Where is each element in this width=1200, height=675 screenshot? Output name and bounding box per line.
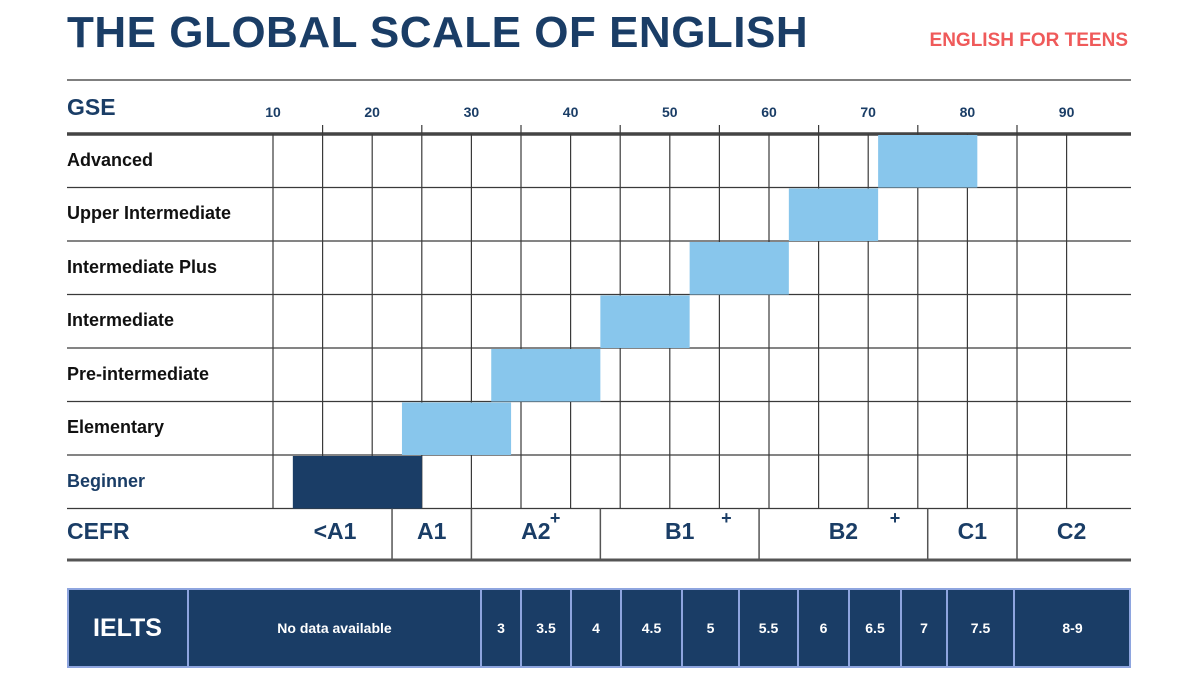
cefr-level: C2 <box>1056 518 1087 544</box>
cefr-level: B2 <box>828 518 859 544</box>
ielts-score-cell: 8-9 <box>1062 620 1083 636</box>
range-bar <box>689 242 789 295</box>
ielts-score-cell: 4 <box>592 620 600 636</box>
x-tick-label: 80 <box>959 104 976 120</box>
row-label: Pre-intermediate <box>67 363 210 384</box>
range-bar <box>401 402 512 455</box>
row-label: Elementary <box>67 417 165 438</box>
range-bar <box>788 188 879 241</box>
ielts-divider <box>900 588 902 668</box>
ielts-score-cell: 5.5 <box>758 620 779 636</box>
ielts-score-cell: 5 <box>706 620 715 636</box>
ielts-score-cell: 4.5 <box>641 620 662 636</box>
ielts-score-cell: 7 <box>920 620 928 636</box>
ielts-score-cell: 7.5 <box>970 620 991 636</box>
x-tick-label: 20 <box>364 104 380 120</box>
ielts-divider <box>520 588 522 668</box>
ielts-divider <box>738 588 740 668</box>
cefr-level: A2 <box>521 518 551 544</box>
ielts-score-cell: 3.5 <box>536 620 556 636</box>
row-label: Advanced <box>67 149 154 170</box>
ielts-bar <box>67 588 1131 668</box>
range-bar <box>491 349 601 402</box>
row-label: Beginner <box>67 470 146 491</box>
page-title: THE GLOBAL SCALE OF ENGLISH <box>67 8 809 57</box>
ielts-score-cell: 6 <box>819 620 828 636</box>
cefr-level: <A1 <box>313 518 357 544</box>
cefr-plus-mark: + <box>549 508 561 528</box>
range-bar <box>878 135 978 188</box>
ielts-divider <box>681 588 683 668</box>
ielts-divider <box>620 588 622 668</box>
ielts-divider <box>570 588 572 668</box>
ielts-divider <box>797 588 799 668</box>
x-tick-label: 10 <box>265 104 281 120</box>
row-label: Intermediate <box>67 310 175 331</box>
range-bar <box>600 295 690 348</box>
x-tick-label: 60 <box>761 104 777 120</box>
ielts-divider <box>480 588 482 668</box>
page-subtitle: ENGLISH FOR TEENS <box>929 30 1128 51</box>
cefr-plus-mark: + <box>889 508 901 528</box>
ielts-score-cell: 3 <box>497 620 505 636</box>
x-tick-label: 40 <box>562 104 579 120</box>
ielts-divider <box>946 588 948 668</box>
cefr-level: B1 <box>665 518 695 544</box>
ielts-divider <box>848 588 850 668</box>
x-tick-label: 30 <box>463 104 480 120</box>
cefr-level: C1 <box>957 518 988 544</box>
ielts-divider <box>187 588 189 668</box>
x-tick-label: 70 <box>860 104 876 120</box>
x-tick-label: 90 <box>1058 104 1075 120</box>
cefr-level: A1 <box>417 518 447 544</box>
x-tick-label: 50 <box>662 104 678 120</box>
gse-axis-label: GSE <box>67 94 116 120</box>
row-label: Upper Intermediate <box>67 203 232 224</box>
cefr-plus-mark: + <box>721 508 732 528</box>
ielts-divider <box>1013 588 1015 668</box>
ielts-title: IELTS <box>93 613 162 642</box>
ielts-score-cell: 6.5 <box>865 620 885 636</box>
cefr-row-label: CEFR <box>67 518 130 544</box>
ielts-score-cell: No data available <box>277 620 392 636</box>
range-bar <box>292 456 422 509</box>
row-label: Intermediate Plus <box>67 256 218 277</box>
